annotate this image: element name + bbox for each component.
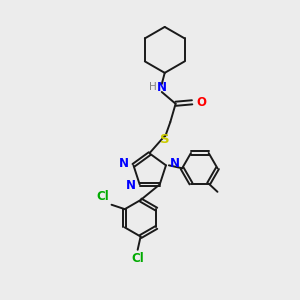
Text: Cl: Cl — [131, 252, 144, 265]
Text: O: O — [197, 96, 207, 109]
Text: N: N — [125, 179, 136, 192]
Text: N: N — [157, 81, 167, 94]
Text: Cl: Cl — [96, 190, 109, 203]
Text: N: N — [170, 158, 180, 170]
Text: H: H — [149, 82, 157, 92]
Text: S: S — [160, 133, 170, 146]
Text: N: N — [119, 158, 129, 170]
